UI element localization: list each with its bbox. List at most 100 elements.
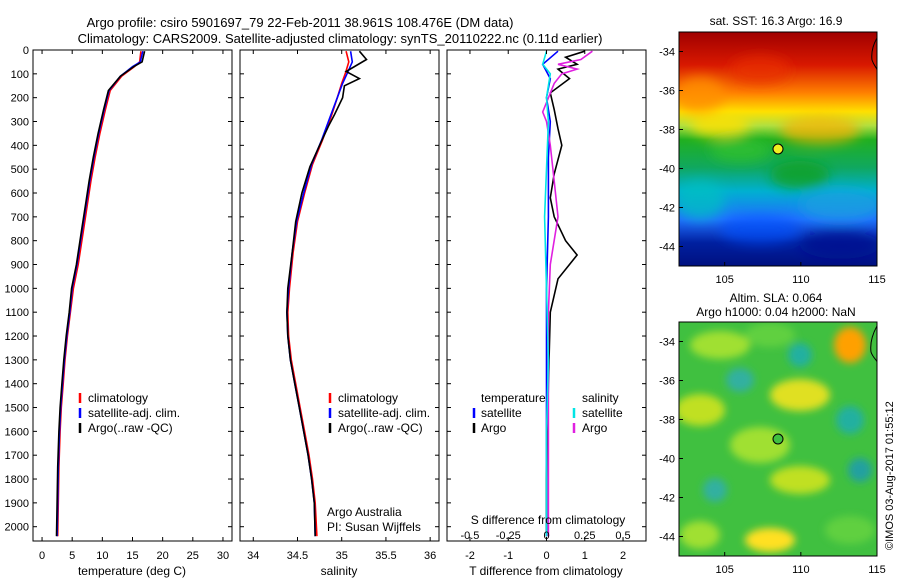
- sla-map-ytick-label: -40: [659, 454, 675, 466]
- sst-argo-point: [772, 143, 784, 155]
- salinity-panel: 34 34.5 35 35.5 36 salinity climatologysatel…: [239, 49, 440, 578]
- temperature-panel: 0 5 10 15 20 25 30 0 100 200 300 400 500 600 700 800 90…: [5, 45, 233, 578]
- sla-map-xtick-label: 110: [792, 564, 810, 576]
- difference-top-tick-label: 0: [543, 530, 549, 542]
- salinity-xticks: 34 34.5 35 35.5 36: [240, 49, 439, 562]
- difference-xtick-label: 1: [582, 550, 588, 562]
- sla-argo-point: [772, 433, 784, 445]
- sla-map-ytick-label: -44: [659, 532, 675, 544]
- legend-label-climatology: climatology: [88, 391, 148, 405]
- sla-map-xtick-label: 105: [716, 564, 734, 576]
- sla-map-ytick-label: -38: [659, 415, 675, 427]
- depth-tick-label: 900: [11, 260, 29, 272]
- depth-tick-label: 500: [11, 164, 29, 176]
- salinity-lines: [286, 50, 368, 537]
- salinity-xtick-label: 35: [336, 550, 348, 562]
- salinity-xtick-label: 34.5: [287, 550, 308, 562]
- temperature-axes-box: [32, 49, 233, 542]
- difference-lines: [541, 50, 593, 537]
- legend-label-argo: Argo(..raw -QC): [88, 421, 173, 435]
- depth-tick-label: 1000: [5, 283, 29, 295]
- sst-map-frame: [678, 31, 878, 267]
- diff-legend-label-s-sal_argo: Argo: [582, 421, 608, 435]
- sst-map-ytick-label: -38: [659, 125, 675, 137]
- depth-tick-label: 1600: [5, 426, 29, 438]
- temperature-xtick-label: 20: [157, 550, 169, 562]
- depth-tick-label: 1700: [5, 450, 29, 462]
- temperature-series-argo: [55, 51, 146, 537]
- diff-legend-label-s-sal_satellite: satellite: [582, 406, 623, 420]
- difference-top-tick-label: 0.5: [615, 530, 630, 542]
- temperature-lines: [55, 51, 146, 537]
- salinity-series-argo: [286, 50, 368, 537]
- sla-map-frame: [678, 321, 878, 557]
- salinity-xtick-label: 36: [424, 550, 436, 562]
- sla-map-ytick-label: -34: [659, 337, 675, 349]
- salinity-axes-box: [239, 49, 440, 542]
- temperature-xtick-label: 25: [187, 550, 199, 562]
- diff-legend-title-salinity: salinity: [582, 391, 619, 405]
- depth-tick-label: 1200: [5, 331, 29, 343]
- difference-xtick-label: 0: [543, 550, 549, 562]
- sla-map-coast: [870, 325, 877, 363]
- sst-map-yticks: -34 -36 -38 -40 -42 -44: [659, 47, 683, 254]
- sst-map-xticks: 105 110 115: [716, 262, 886, 286]
- depth-tick-label: 1300: [5, 355, 29, 367]
- depth-tick-label: 400: [11, 140, 29, 152]
- difference-top-tick-label: -0.5: [460, 530, 479, 542]
- salinity-annotation-line-1: Argo Australia: [327, 505, 402, 519]
- sst-map-ytick-label: -44: [659, 242, 675, 254]
- depth-yticks: 0 100 200 300 400 500 600 700 800 900 1000 1100 1200…: [5, 45, 232, 534]
- depth-tick-label: 2000: [5, 522, 29, 534]
- sla-map-yticks: -34 -36 -38 -40 -42 -44: [659, 337, 683, 544]
- difference-top-xlabel: S difference from climatology: [471, 513, 626, 527]
- temperature-xlabel: temperature (deg C): [78, 564, 186, 578]
- diff-legend-label-t-argo: Argo: [481, 421, 507, 435]
- legend-label-satellite: satellite-adj. clim.: [88, 406, 180, 420]
- difference-panel: -2 -1 0 1 2 -0.5 -0.25 0 0.25 0.5 S difference f…: [446, 49, 647, 578]
- depth-tick-label: 1100: [5, 307, 29, 319]
- temperature-xtick-label: 30: [217, 550, 229, 562]
- title-line-1: Argo profile: csiro 5901697_79 22-Feb-20…: [87, 15, 514, 30]
- depth-tick-label: 1900: [5, 498, 29, 510]
- sst-map-title: sat. SST: 16.3 Argo: 16.9: [710, 14, 843, 28]
- sla-map-xtick-label: 115: [868, 564, 886, 576]
- difference-top-ticks: -0.5 -0.25 0 0.25 0.5: [460, 530, 630, 542]
- depth-tick-label: 100: [11, 69, 29, 81]
- difference-top-tick-label: 0.25: [574, 530, 595, 542]
- difference-series-salinity-satellite: [541, 50, 552, 537]
- sst-map-ytick-label: -40: [659, 164, 675, 176]
- temperature-xtick-label: 15: [126, 550, 138, 562]
- salinity-xlabel: salinity: [321, 564, 358, 578]
- difference-series-temperature-argo: [545, 50, 586, 537]
- title-line-2: Climatology: CARS2009. Satellite-adjuste…: [78, 31, 603, 46]
- temperature-xtick-label: 10: [96, 550, 108, 562]
- difference-xtick-label: -2: [465, 550, 475, 562]
- difference-xticks: -2 -1 0 1 2: [447, 49, 646, 562]
- salinity-xtick-label: 34: [247, 550, 259, 562]
- depth-tick-label: 700: [11, 212, 29, 224]
- sst-map-panel: sat. SST: 16.3 Argo: 16.9 105 110 115 -34 -…: [659, 14, 886, 286]
- sla-map-panel: Altim. SLA: 0.064 Argo h1000: 0.04 h2000…: [659, 291, 886, 576]
- sst-map-coast: [871, 37, 877, 71]
- depth-tick-label: 0: [23, 45, 29, 57]
- sst-map-xtick-label: 115: [868, 274, 886, 286]
- legend-label-argo: Argo(..raw -QC): [338, 421, 423, 435]
- sst-map-xtick-label: 105: [716, 274, 734, 286]
- sla-map-xticks: 105 110 115: [716, 552, 886, 576]
- depth-tick-label: 1500: [5, 403, 29, 415]
- legend-label-satellite: satellite-adj. clim.: [338, 406, 430, 420]
- sst-map-ytick-label: -42: [659, 203, 675, 215]
- difference-xtick-label: 2: [620, 550, 626, 562]
- depth-tick-label: 300: [11, 117, 29, 129]
- depth-tick-label: 200: [11, 93, 29, 105]
- temperature-xtick-label: 5: [69, 550, 75, 562]
- temperature-xtick-label: 0: [39, 550, 45, 562]
- difference-xlabel: T difference from climatology: [469, 564, 623, 578]
- sst-map-ytick-label: -34: [659, 47, 675, 59]
- depth-tick-label: 1800: [5, 474, 29, 486]
